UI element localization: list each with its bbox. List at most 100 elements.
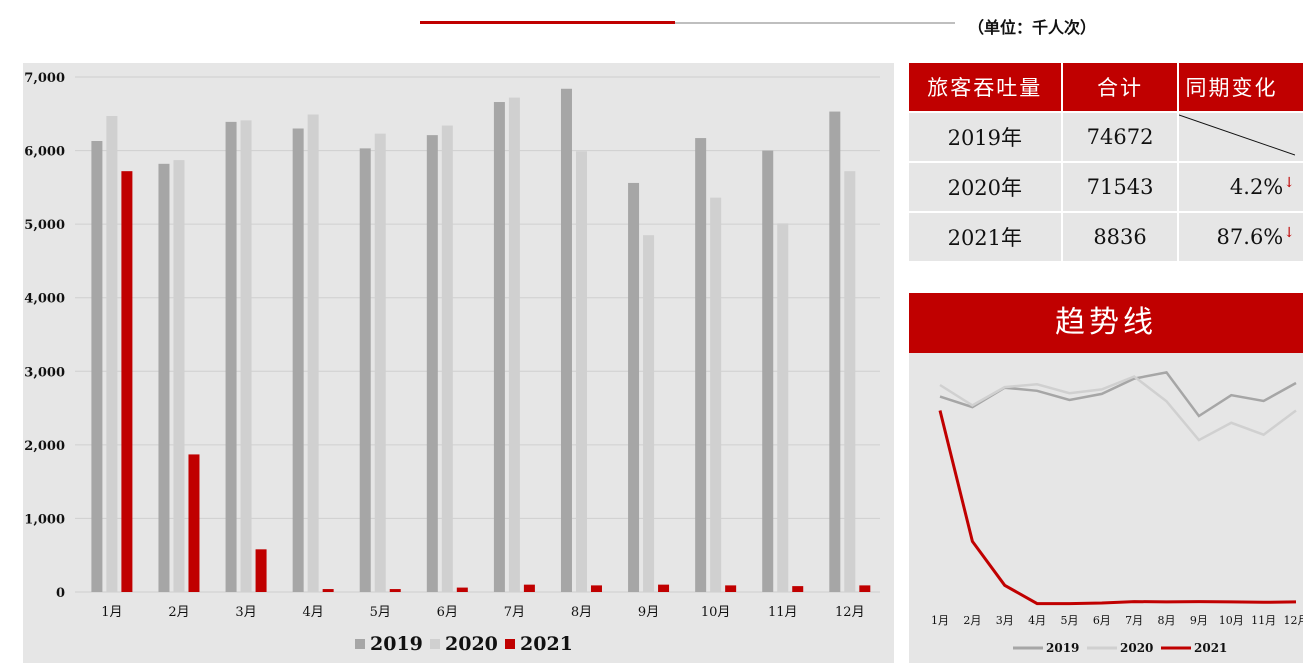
y-tick-label: 4,000 [24, 292, 65, 307]
title-underline-red [420, 21, 675, 24]
y-tick-label: 1,000 [24, 512, 65, 527]
bar-2019 [91, 141, 103, 592]
bar-2021 [590, 585, 602, 592]
y-tick-label: 7,000 [24, 71, 65, 86]
bar-2021 [859, 585, 871, 592]
trend-x-tick-label: 4月 [1028, 614, 1046, 627]
trend-x-tick-label: 1月 [931, 614, 949, 627]
throughput-table: 旅客吞吐量 合计 同期变化 2019年 74672 2020年 71543 4.… [909, 63, 1303, 263]
series-line-2020 [939, 375, 1297, 442]
bar-2021 [658, 584, 670, 592]
trend-x-tick-label: 2月 [963, 614, 981, 627]
bar-2019 [829, 111, 841, 592]
trend-legend-label: 2019 [1046, 641, 1079, 655]
bar-2019 [493, 102, 505, 592]
y-tick-label: 0 [56, 586, 65, 601]
y-tick-label: 6,000 [24, 145, 65, 160]
series-line-2021 [938, 410, 1297, 606]
x-tick-label: 10月 [701, 605, 731, 620]
x-tick-label: 12月 [835, 605, 865, 620]
bar-2021 [188, 454, 200, 592]
change-value: 4.2% [1229, 175, 1284, 199]
legend-label: 2019 [370, 633, 423, 655]
bar-2020 [710, 197, 722, 592]
x-tick-label: 11月 [768, 605, 798, 620]
bar-2021 [456, 587, 468, 592]
trend-legend-label: 2021 [1194, 641, 1227, 655]
trend-x-tick-label: 8月 [1158, 614, 1176, 627]
bar-2020 [441, 125, 453, 593]
y-tick-label: 3,000 [24, 365, 65, 380]
table-row: 2019年 74672 [909, 112, 1303, 163]
trend-x-tick-label: 11月 [1251, 614, 1276, 627]
bar-2019 [359, 148, 371, 592]
bar-2019 [762, 150, 774, 593]
table-header-row: 旅客吞吐量 合计 同期变化 [909, 63, 1303, 113]
trend-x-tick-label: 6月 [1093, 614, 1111, 627]
x-tick-label: 9月 [638, 605, 659, 620]
bar-2019 [292, 128, 304, 592]
bar-2019 [695, 138, 707, 593]
bar-2020 [307, 114, 319, 593]
change-cell: 87.6%↓ [1178, 212, 1303, 263]
year-cell: 2019年 [909, 112, 1063, 163]
bar-2021 [255, 549, 267, 592]
bar-2021 [725, 585, 737, 592]
total-cell: 8836 [1061, 212, 1180, 263]
trend-x-tick-label: 9月 [1190, 614, 1208, 627]
legend-swatch [505, 639, 515, 649]
bar-2021 [389, 589, 401, 592]
bar-2021 [121, 171, 133, 592]
bar-2020 [777, 223, 789, 592]
bar-2020 [844, 171, 856, 592]
x-tick-label: 7月 [504, 605, 525, 620]
year-cell: 2021年 [909, 212, 1063, 263]
down-arrow-icon: ↓ [1283, 225, 1295, 241]
trend-x-tick-label: 7月 [1125, 614, 1143, 627]
x-tick-label: 5月 [370, 605, 391, 620]
bar-2020 [643, 235, 655, 592]
bar-2019 [628, 182, 640, 592]
bar-2021 [792, 586, 804, 592]
bar-2019 [158, 163, 170, 593]
trend-x-tick-label: 5月 [1060, 614, 1078, 627]
title-underline-gray [675, 22, 955, 24]
x-tick-label: 1月 [101, 605, 122, 620]
x-tick-label: 6月 [437, 605, 458, 620]
diagonal-line [1179, 114, 1296, 156]
bar-2019 [560, 88, 572, 593]
x-tick-label: 4月 [303, 605, 324, 620]
x-tick-label: 2月 [168, 605, 189, 620]
bar-2020 [374, 133, 386, 592]
trend-x-tick-label: 3月 [996, 614, 1014, 627]
bar-2020 [240, 120, 252, 593]
trend-x-tick-label: 10月 [1219, 614, 1244, 627]
total-cell: 74672 [1061, 112, 1180, 163]
bar-2020 [173, 160, 185, 592]
table-header-cell: 旅客吞吐量 [909, 63, 1063, 113]
trend-legend-label: 2020 [1120, 641, 1153, 655]
table-header-cell: 同期变化 [1178, 63, 1303, 113]
change-cell: 4.2%↓ [1178, 162, 1303, 213]
table-row: 2021年 8836 87.6%↓ [909, 212, 1303, 263]
change-value: 87.6% [1216, 225, 1284, 249]
bar-2020 [508, 97, 520, 592]
bar-2021 [322, 589, 334, 592]
x-tick-label: 3月 [235, 605, 256, 620]
legend-label: 2021 [520, 633, 573, 655]
down-arrow-icon: ↓ [1283, 175, 1295, 191]
legend-swatch [355, 639, 365, 649]
bar-2020 [575, 151, 587, 593]
y-tick-label: 2,000 [24, 439, 65, 454]
change-cell [1178, 112, 1303, 163]
trend-title: 趋势线 [909, 293, 1303, 353]
unit-label: （单位：千人次） [968, 18, 1097, 37]
total-cell: 71543 [1061, 162, 1180, 213]
x-tick-label: 8月 [571, 605, 592, 620]
legend-label: 2020 [445, 633, 498, 655]
table-row: 2020年 71543 4.2%↓ [909, 162, 1303, 213]
legend-swatch [430, 639, 440, 649]
year-cell: 2020年 [909, 162, 1063, 213]
bar-2020 [106, 115, 118, 592]
